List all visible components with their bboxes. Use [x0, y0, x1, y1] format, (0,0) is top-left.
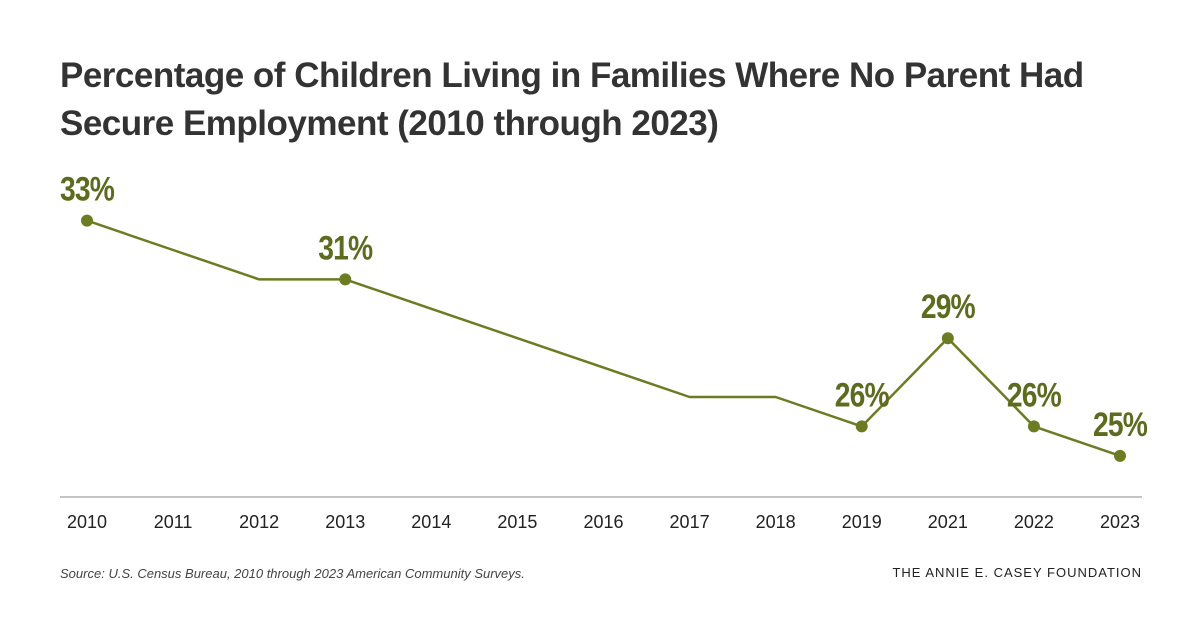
- source-note: Source: U.S. Census Bureau, 2010 through…: [60, 566, 525, 581]
- data-label-2021: 29%: [921, 288, 976, 326]
- data-label-2023: 25%: [1093, 406, 1148, 444]
- x-tick-label-2018: 2018: [756, 512, 796, 532]
- source-label: Source:: [60, 566, 105, 581]
- x-tick-label-2019: 2019: [842, 512, 882, 532]
- brand-logo-text: THE ANNIE E. CASEY FOUNDATION: [892, 565, 1142, 580]
- chart-title-line-1: Percentage of Children Living in Familie…: [60, 56, 1084, 95]
- source-text: U.S. Census Bureau, 2010 through 2023 Am…: [108, 566, 525, 581]
- data-point-2022: [1027, 420, 1040, 433]
- data-point-2019: [855, 420, 868, 433]
- x-tick-label-2016: 2016: [583, 512, 623, 532]
- x-tick-label-2012: 2012: [239, 512, 279, 532]
- chart-title: Percentage of Children Living in Familie…: [60, 52, 1160, 148]
- data-point-2021: [941, 332, 954, 345]
- data-label-2019: 26%: [835, 376, 890, 414]
- data-label-2022: 26%: [1007, 376, 1062, 414]
- x-tick-label-2022: 2022: [1014, 512, 1054, 532]
- data-label-2010: 33%: [60, 171, 115, 209]
- x-tick-label-2013: 2013: [325, 512, 365, 532]
- data-point-2013: [339, 273, 352, 286]
- data-point-2023: [1114, 449, 1126, 462]
- x-tick-label-2015: 2015: [497, 512, 537, 532]
- x-tick-label-2010: 2010: [67, 512, 107, 532]
- chart-title-line-2: Secure Employment (2010 through 2023): [60, 104, 719, 143]
- x-tick-label-2021: 2021: [928, 512, 968, 532]
- x-tick-label-2023: 2023: [1100, 512, 1140, 532]
- data-point-2010: [81, 214, 93, 227]
- x-tick-label-2011: 2011: [154, 512, 193, 532]
- data-label-2013: 31%: [318, 229, 373, 267]
- x-tick-label-2017: 2017: [670, 512, 710, 532]
- x-tick-label-2014: 2014: [411, 512, 451, 532]
- series-line: [86, 219, 1121, 457]
